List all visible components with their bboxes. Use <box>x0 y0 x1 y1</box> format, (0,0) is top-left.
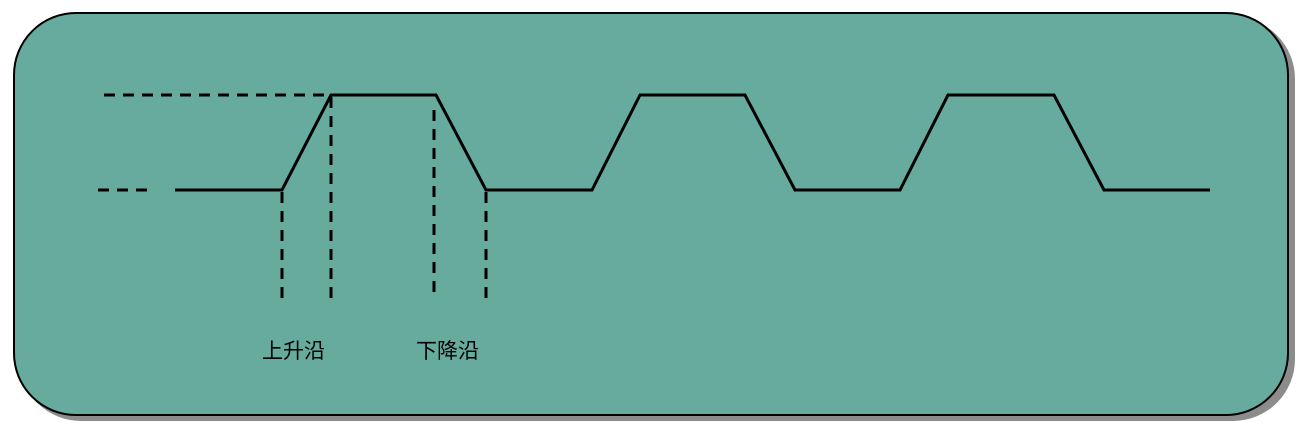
trapezoid-waveform <box>175 93 1210 192</box>
panel-background <box>13 12 1289 416</box>
rising-edge-label: 上升沿 <box>262 339 325 363</box>
falling-edge-label: 下降沿 <box>416 339 479 363</box>
